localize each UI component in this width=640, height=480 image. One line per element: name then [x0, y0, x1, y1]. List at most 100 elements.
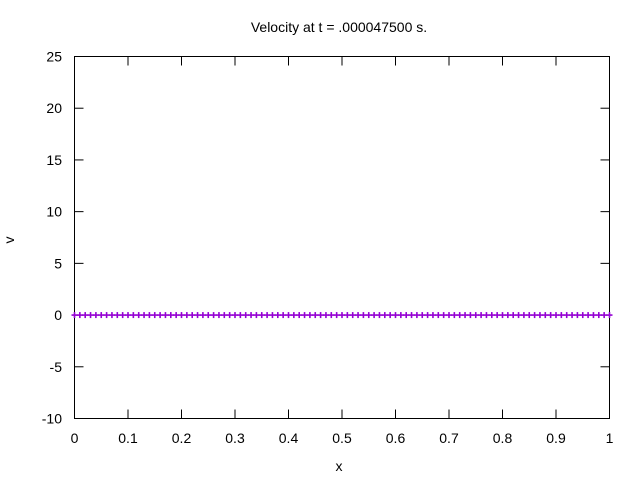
data-point [483, 312, 490, 319]
data-point [601, 312, 608, 319]
data-point [151, 312, 158, 319]
data-point [296, 312, 303, 319]
data-point [349, 312, 356, 319]
y-axis: 25 20 15 10 5 0 -5 -10 [42, 49, 610, 427]
data-point [146, 312, 153, 319]
data-point [274, 312, 281, 319]
data-point [125, 312, 131, 319]
y-tick-label: 0 [54, 307, 62, 323]
data-point [242, 312, 249, 319]
data-point [494, 312, 501, 319]
data-point [504, 312, 511, 319]
y-tick-label: -10 [42, 411, 62, 427]
data-point [360, 312, 367, 319]
data-point [98, 312, 105, 319]
data-point [392, 312, 399, 319]
data-point [226, 312, 233, 319]
data-point [413, 312, 420, 319]
y-tick-label: 15 [46, 152, 62, 168]
x-tick-label: 0.5 [332, 430, 352, 446]
x-tick-label: 1 [606, 430, 614, 446]
series-points [71, 312, 613, 319]
data-point [135, 312, 142, 319]
data-point [119, 312, 126, 319]
data-point [237, 312, 244, 319]
x-tick-label: 0.3 [225, 430, 245, 446]
y-axis-label: v [1, 237, 17, 244]
data-point [446, 312, 452, 319]
data-point [92, 312, 99, 319]
data-point [387, 312, 394, 319]
data-point [344, 312, 351, 319]
data-point [232, 312, 238, 319]
data-point [381, 312, 388, 319]
data-point [82, 312, 89, 319]
data-point [103, 312, 110, 319]
data-point [531, 312, 538, 319]
data-point [301, 312, 308, 319]
x-tick-label: 0.9 [546, 430, 566, 446]
data-point [371, 312, 378, 319]
data-point [328, 312, 335, 319]
data-point [595, 312, 602, 319]
data-point [467, 312, 474, 319]
data-point [478, 312, 485, 319]
data-point [322, 312, 329, 319]
data-point [429, 312, 436, 319]
data-point [183, 312, 190, 319]
data-point [280, 312, 287, 319]
data-point [451, 312, 458, 319]
data-point [339, 312, 345, 319]
x-tick-label: 0.1 [118, 430, 138, 446]
data-point [157, 312, 164, 319]
data-point [499, 312, 506, 319]
data-point [108, 312, 115, 319]
data-point [189, 312, 196, 319]
x-tick-label: 0.4 [279, 430, 299, 446]
data-point [114, 312, 121, 319]
data-point [167, 312, 174, 319]
data-point [173, 312, 180, 319]
x-axis: 0 0.1 0.2 0.3 0.4 0.5 0.6 0.7 0.8 0.9 1 [71, 56, 614, 446]
data-point [178, 312, 185, 319]
data-point [419, 312, 426, 319]
data-point [397, 312, 404, 319]
y-tick-label: 25 [46, 49, 62, 65]
data-point [130, 312, 137, 319]
data-point [435, 312, 442, 319]
data-point [264, 312, 271, 319]
data-point [424, 312, 431, 319]
data-point [590, 312, 597, 319]
data-point [317, 312, 324, 319]
data-point [71, 312, 78, 319]
data-point [569, 312, 576, 319]
data-point [488, 312, 495, 319]
y-tick-label: 20 [46, 100, 62, 116]
data-point [215, 312, 222, 319]
y-tick-label: 5 [54, 255, 62, 271]
data-point [510, 312, 517, 319]
data-point [269, 312, 276, 319]
data-point [333, 312, 340, 319]
data-point [456, 312, 463, 319]
data-point [563, 312, 570, 319]
data-point [87, 312, 94, 319]
data-point [194, 312, 201, 319]
data-point [574, 312, 581, 319]
data-point [253, 312, 260, 319]
data-point [558, 312, 565, 319]
data-point [205, 312, 212, 319]
data-point [515, 312, 522, 319]
data-point [403, 312, 410, 319]
data-point [355, 312, 362, 319]
y-tick-label: 10 [46, 204, 62, 220]
x-tick-label: 0 [71, 430, 79, 446]
data-point [472, 312, 479, 319]
data-point [312, 312, 319, 319]
data-point [606, 312, 613, 319]
data-point [162, 312, 169, 319]
plot-frame [74, 56, 610, 419]
data-point [408, 312, 415, 319]
y-tick-label: -5 [50, 359, 63, 375]
